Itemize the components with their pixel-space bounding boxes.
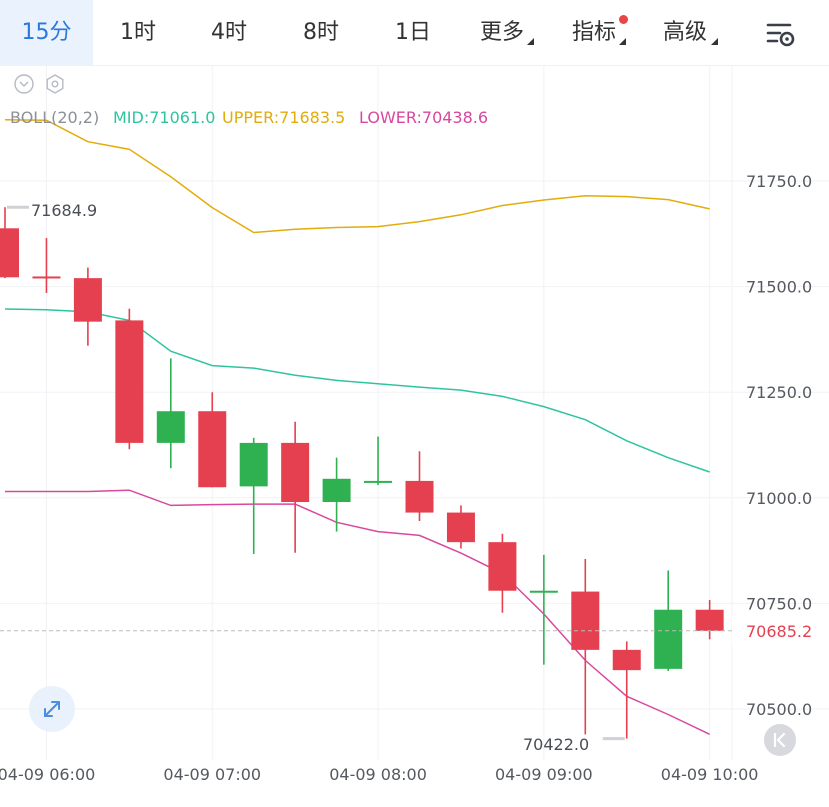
boll-lower-label: LOWER:70438.6 [359, 108, 488, 127]
current-price-label: 70685.2 [746, 622, 812, 641]
candle [612, 641, 641, 739]
tab-4h[interactable]: 4时 [211, 20, 247, 45]
candle-body [198, 411, 227, 488]
tab-indicators[interactable]: 指标 [571, 20, 616, 45]
candles [0, 207, 724, 739]
overlays: 70685.2 [0, 205, 829, 741]
candle-body [488, 542, 517, 591]
candle [239, 437, 268, 554]
tab-1d[interactable]: 1日 [395, 20, 431, 45]
y-tick-label: 71750.0 [746, 172, 812, 191]
candle-body [115, 320, 144, 443]
candle-body [571, 591, 600, 650]
boll-mid-label: MID:71061.0 [113, 108, 215, 127]
candle-body [156, 411, 185, 443]
bollinger-bands [4, 119, 710, 735]
more-dropdown-icon [527, 38, 534, 45]
candle [488, 533, 517, 613]
tab-1h[interactable]: 1时 [120, 20, 156, 45]
candle [156, 358, 185, 469]
candle [115, 308, 144, 450]
candle-body [73, 278, 102, 322]
candlestick-chart[interactable]: 71750.0 71500.0 71250.0 71000.0 70750.0 70500… [0, 66, 829, 807]
boll-mid-line [4, 308, 710, 473]
candle [198, 392, 227, 488]
current-price-badge-bg [732, 615, 829, 646]
advanced-dropdown-icon [711, 38, 718, 45]
x-tick-label: 04-09 07:00 [163, 765, 261, 784]
candle [281, 421, 310, 553]
candle-body [612, 649, 641, 671]
candle [322, 457, 351, 532]
candle [571, 559, 600, 735]
candle-body [695, 609, 724, 631]
max-price-label: 71684.9 [31, 201, 97, 220]
candle-body [322, 478, 351, 503]
boll-upper-line [4, 119, 710, 234]
candle [32, 238, 61, 293]
candle [0, 207, 19, 279]
candle-body [0, 228, 19, 278]
candle [446, 505, 475, 549]
y-tick-label: 71250.0 [746, 383, 812, 402]
x-tick-label: 04-09 08:00 [329, 765, 427, 784]
y-tick-label: 71000.0 [746, 489, 812, 508]
chart-settings-icon[interactable] [760, 16, 800, 52]
tab-8h[interactable]: 8时 [303, 20, 339, 45]
boll-name: BOLL(20,2) [10, 108, 99, 127]
candle-body [405, 480, 434, 513]
candle [73, 267, 102, 346]
candle-body [529, 590, 558, 593]
current-price-badge: 70685.2 [732, 615, 829, 646]
candle [364, 436, 393, 486]
y-tick-label: 70500.0 [746, 700, 812, 719]
notification-dot [619, 15, 628, 24]
indicator-toggle-icon[interactable] [14, 74, 34, 94]
x-tick-label: 04-09 10:00 [661, 765, 759, 784]
tab-15min[interactable]: 15分 [0, 0, 93, 66]
candle [654, 570, 683, 671]
candle [405, 451, 434, 522]
candle-body [32, 276, 61, 279]
candle [529, 554, 558, 665]
candle [695, 600, 724, 640]
candle-body [654, 609, 683, 669]
candle-body [281, 442, 310, 503]
indicators-dropdown-icon [619, 38, 626, 45]
x-tick-label: 04-09 06:00 [0, 765, 95, 784]
expand-button[interactable] [29, 686, 75, 732]
boll-lower-line [5, 489, 710, 735]
candle-body [446, 512, 475, 543]
candle-body [364, 480, 393, 483]
indicator-settings-icon[interactable] [46, 74, 64, 94]
timeframe-toolbar: 15分 1时 4时 8时 1日 更多 指标 高级 [0, 0, 829, 66]
tab-advanced[interactable]: 高级 [662, 20, 707, 45]
boll-upper-label: UPPER:71683.5 [222, 108, 345, 127]
y-tick-label: 71500.0 [746, 278, 812, 297]
scroll-to-latest-button[interactable] [764, 724, 796, 756]
min-price-label: 70422.0 [523, 735, 589, 754]
candle-body [239, 442, 268, 487]
y-tick-label: 70750.0 [746, 594, 812, 613]
x-tick-label: 04-09 09:00 [495, 765, 593, 784]
tab-more[interactable]: 更多 [479, 20, 524, 45]
